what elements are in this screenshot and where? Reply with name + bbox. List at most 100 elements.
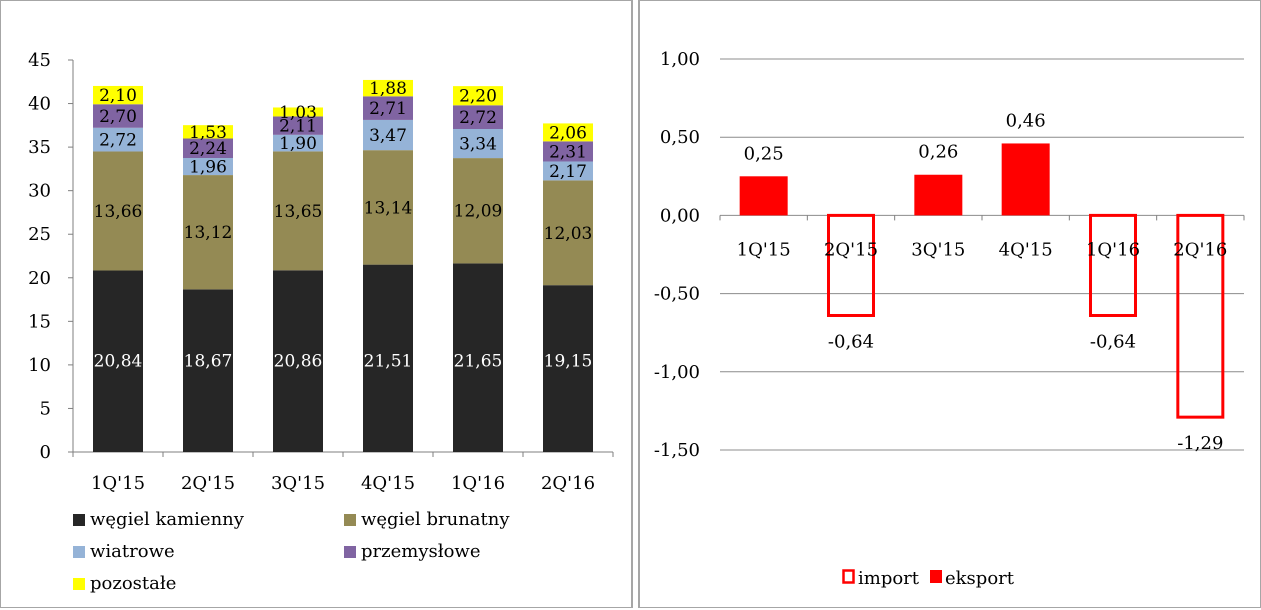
legend-swatch [73,514,85,526]
bar-segment [453,158,503,264]
legend-swatch-eksport [930,570,942,583]
data-label: 2,24 [189,139,227,159]
data-label: 13,65 [274,202,323,222]
data-label: 20,84 [94,352,143,372]
x-tick-label: 3Q'15 [271,473,325,494]
bar-segment [543,123,593,142]
data-label: 0,25 [744,143,784,164]
data-label: 2,06 [549,123,587,143]
data-label: -0,64 [828,331,874,352]
data-label: 3,34 [459,135,497,155]
bar-segment [363,119,413,151]
bar-import [827,213,875,317]
data-label: 3,47 [369,126,407,146]
bar-segment [543,161,593,181]
data-label: 1,88 [369,79,407,99]
y-tick-label: 5 [40,398,51,419]
legend-swatch [73,546,85,558]
bar-segment [453,263,503,452]
bar-segment [543,141,593,162]
bar-import [1176,213,1225,419]
legend-swatch [344,514,356,526]
data-label: 13,14 [364,198,413,218]
stacked-bar-chart: 0 5 10 15 20 25 30 35 40 45 20,84 13,66 2,72 2,702,10… [28,50,614,594]
panel-divider [632,0,639,608]
data-label: 2,72 [99,131,137,151]
data-label: 0,46 [1006,110,1046,131]
bar-segment [453,86,503,106]
x-tick-label: 1Q'15 [91,473,145,494]
y-tick-label: -1,00 [654,362,700,383]
import-export-bar-chart: -1,50 -1,00 -0,50 0,00 0,50 1,00 0,25 -0,64 0,26… [654,49,1245,589]
x-tick-label: 1Q'16 [1086,239,1140,260]
data-label: 21,65 [454,352,503,372]
data-label: 2,71 [369,99,407,119]
x-tick-label: 1Q'15 [737,239,791,260]
bar-segment [93,104,143,128]
data-label: 13,12 [184,223,233,243]
left-chart-panel: 0 5 10 15 20 25 30 35 40 45 20,84 13,66 2,72 2,70 2,10… [0,0,632,608]
legend-label: eksport [945,568,1015,589]
y-tick-label: 35 [28,137,51,158]
bar-segment [93,127,143,152]
data-label: 0,26 [918,142,958,163]
bar-segment [183,175,233,290]
data-label: 1,96 [189,158,227,178]
x-tick-label: 3Q'15 [911,239,965,260]
y-tick-label: -1,50 [654,440,700,461]
data-label: 2,72 [459,108,497,128]
bar-segment [273,107,323,117]
bar-segment [543,285,593,452]
data-label: 12,03 [544,224,593,244]
x-tick-label: 2Q'15 [181,473,235,494]
data-label: 2,11 [279,117,317,137]
legend-label: pozostałe [90,573,176,594]
legend-label: węgiel kamienny [90,509,245,530]
x-tick-label: 2Q'16 [541,473,595,494]
legend-label: import [858,568,920,589]
bar-segment [363,79,413,97]
y-tick-label: 20 [28,268,51,289]
bar-segment [93,85,143,105]
legend-swatch [73,578,85,590]
data-label: 2,31 [549,142,587,162]
y-tick-label: 45 [28,50,51,71]
bar-segment [183,138,233,158]
y-tick-label: 0,00 [660,205,700,226]
data-label: 20,86 [274,352,323,372]
data-label: -1,29 [1177,433,1223,454]
data-label: 13,66 [94,202,143,222]
bar-segment [93,151,143,271]
y-tick-label: 0 [40,442,51,463]
y-tick-label: -0,50 [654,284,700,305]
data-label: 1,90 [279,134,317,154]
bar-segment [543,180,593,286]
bar-segment [93,270,143,452]
bar-segment [273,270,323,452]
x-tick-label: 1Q'16 [451,473,505,494]
legend-label: węgiel brunatny [361,509,510,530]
bar-eksport [739,176,788,216]
bar-segment [363,96,413,120]
bar-segment [363,150,413,265]
x-tick-label: 4Q'15 [361,473,415,494]
bar-segment [183,289,233,452]
legend-swatch [344,546,356,558]
data-label: 19,15 [544,352,593,372]
data-label: 1,53 [189,123,227,143]
x-tick-label: 2Q'15 [824,239,878,260]
data-label: 2,17 [549,162,587,182]
data-label: 12,09 [454,202,503,222]
y-tick-label: 40 [28,94,51,115]
y-tick-label: 1,00 [660,49,700,70]
data-label: 21,51 [364,352,413,372]
y-tick-label: 10 [28,355,51,376]
bar-segment [453,105,503,129]
bar-segment [273,151,323,271]
data-label: 2,20 [459,87,497,107]
bar-segment [183,125,233,139]
y-tick-label: 30 [28,181,51,202]
bar-segment [183,158,233,176]
bar-segment [363,264,413,452]
bar-eksport [914,174,963,216]
